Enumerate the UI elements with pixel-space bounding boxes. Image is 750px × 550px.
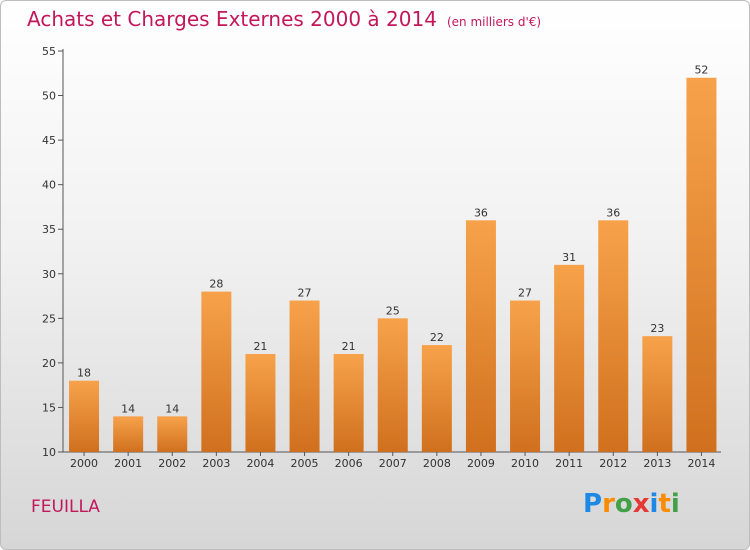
data-label: 21: [342, 340, 356, 353]
chart-title: Achats et Charges Externes 2000 à 2014 (e…: [27, 7, 541, 31]
y-tick-label: 20: [42, 357, 56, 370]
y-tick-label: 45: [42, 134, 56, 147]
y-tick-label: 35: [42, 223, 56, 236]
bar-2013: [642, 336, 673, 452]
y-tick-label: 15: [42, 401, 56, 414]
data-label: 36: [474, 206, 488, 219]
bars: [69, 77, 717, 456]
data-label: 27: [298, 287, 312, 300]
x-tick-label: 2000: [70, 457, 98, 470]
x-tick-label: 2011: [555, 457, 583, 470]
data-label: 31: [562, 251, 576, 264]
bar-2014: [686, 77, 717, 452]
bar-2000: [69, 380, 100, 452]
logo-letter: i: [649, 489, 659, 519]
title-main: Achats et Charges Externes 2000 à 2014: [27, 7, 437, 31]
bar-2002: [157, 416, 188, 452]
x-tick-label: 2005: [291, 457, 319, 470]
bar-2010: [510, 300, 541, 452]
logo-letter: x: [632, 489, 650, 519]
data-label: 27: [518, 287, 532, 300]
x-tick-label: 2014: [687, 457, 715, 470]
bar-2009: [465, 220, 496, 452]
x-tick-label: 2006: [335, 457, 363, 470]
bar-2011: [554, 264, 585, 452]
bar-2005: [289, 300, 320, 452]
logo-letter: i: [670, 489, 680, 519]
data-label: 18: [77, 367, 91, 380]
x-tick-label: 2009: [467, 457, 495, 470]
data-label: 25: [386, 304, 400, 317]
y-tick-label: 55: [42, 45, 56, 58]
x-tick-label: 2002: [158, 457, 186, 470]
bar-2001: [113, 416, 144, 452]
logo-letter: t: [658, 489, 671, 519]
data-label: 28: [209, 278, 223, 291]
x-tick-label: 2004: [246, 457, 274, 470]
x-tick-label: 2013: [643, 457, 671, 470]
bar-2007: [377, 318, 408, 452]
y-tick-label: 25: [42, 312, 56, 325]
x-tick-label: 2003: [202, 457, 230, 470]
data-label: 14: [165, 402, 179, 415]
data-label: 52: [694, 64, 708, 77]
bar-2004: [245, 353, 276, 452]
bar-2008: [421, 345, 452, 452]
x-tick-label: 2007: [379, 457, 407, 470]
y-tick-label: 10: [42, 446, 56, 459]
proxiti-logo: Proxiti: [583, 489, 680, 519]
data-labels: 2000 18 2001 14 2002 14 2003 28 2004 21 2005 27 2006…: [70, 64, 715, 470]
title-unit: (en milliers d'€): [446, 15, 542, 29]
bar-2012: [598, 220, 629, 452]
x-tick-label: 2008: [423, 457, 451, 470]
data-label: 21: [253, 340, 267, 353]
bar-2003: [201, 291, 232, 452]
logo-letter: P: [583, 489, 603, 519]
data-label: 22: [430, 331, 444, 344]
x-tick-label: 2012: [599, 457, 627, 470]
data-label: 23: [650, 322, 664, 335]
logo-letter: o: [614, 489, 633, 519]
y-tick-label: 40: [42, 179, 56, 192]
data-label: 14: [121, 402, 135, 415]
data-label: 36: [606, 206, 620, 219]
y-tick-label: 50: [42, 90, 56, 103]
bar-2006: [333, 353, 364, 452]
commune-name: FEUILLA: [31, 497, 100, 517]
logo-letter: r: [602, 489, 615, 519]
y-tick-label: 30: [42, 268, 56, 281]
x-tick-label: 2001: [114, 457, 142, 470]
x-tick-label: 2010: [511, 457, 539, 470]
